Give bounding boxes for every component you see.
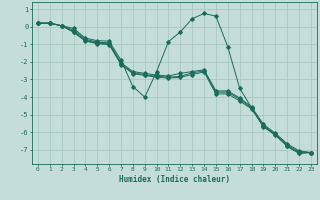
- X-axis label: Humidex (Indice chaleur): Humidex (Indice chaleur): [119, 175, 230, 184]
